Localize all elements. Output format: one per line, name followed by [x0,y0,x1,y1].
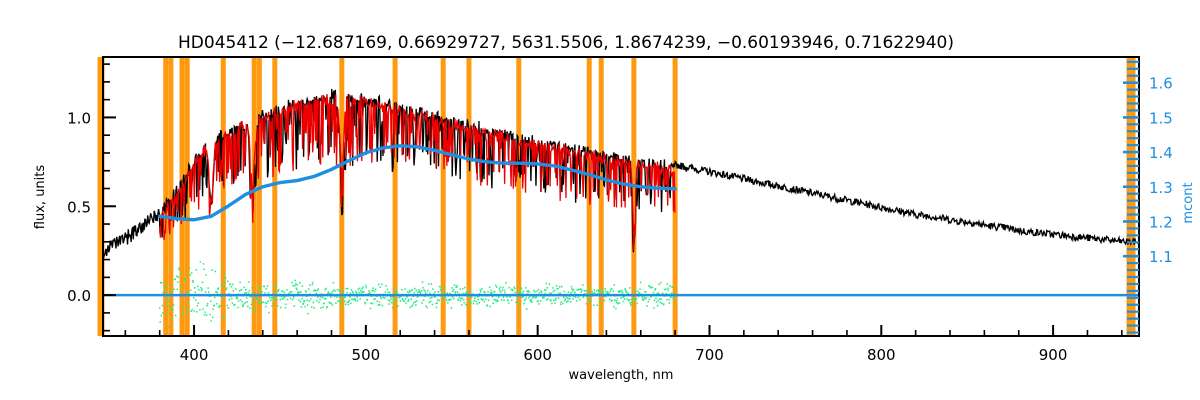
continuum-line [158,144,677,222]
y-tick-label-right: 1.3 [1149,179,1173,197]
mask-band [272,57,278,336]
mask-band [516,57,522,336]
y-tick-label-right: 1.5 [1149,109,1173,127]
mask-band [1126,57,1136,336]
x-tick-label: 400 [180,346,209,364]
y-tick-label-left: 0.0 [67,287,91,305]
y-tick-label-left: 1.0 [67,109,91,127]
model-fit-line [159,94,676,251]
x-axis-label: wavelength, nm [569,368,674,383]
axes-frame [102,56,1140,337]
mask-band [466,57,472,336]
x-tick-label: 900 [1039,346,1068,364]
plot-frame [102,56,1140,337]
mask-band [392,57,398,336]
continuum-path [158,144,677,222]
axis-ticks [103,60,1139,336]
y-axis-label-right: mcont [1181,182,1196,223]
mask-band [163,57,169,336]
y-tick-label-right: 1.1 [1149,248,1173,266]
y-axis-label-left: flux, units [33,165,48,230]
mask-band [598,57,604,336]
y-tick-label-right: 1.2 [1149,213,1173,231]
model-fit-path [159,94,676,251]
mask-band [251,57,257,336]
x-tick-label: 600 [523,346,552,364]
y-tick-label-left: 0.5 [67,198,91,216]
x-tick-label: 500 [352,346,381,364]
axis-tick-labels: 400 500 600 700 800 900 0.0 0.5 1.0 1.1 1.2 1.3 1.4 1… [67,75,1173,364]
mask-band [168,57,174,336]
x-tick-label: 700 [695,346,724,364]
mask-band [97,57,105,336]
mask-band [440,57,446,336]
y-tick-label-right: 1.6 [1149,75,1173,93]
mask-band [631,57,637,336]
mask-band [220,57,226,336]
mask-band [256,57,262,336]
x-tick-label: 800 [867,346,896,364]
y-tick-label-right: 1.4 [1149,144,1173,162]
page-title: HD045412 (−12.687169, 0.66929727, 5631.5… [178,33,954,53]
